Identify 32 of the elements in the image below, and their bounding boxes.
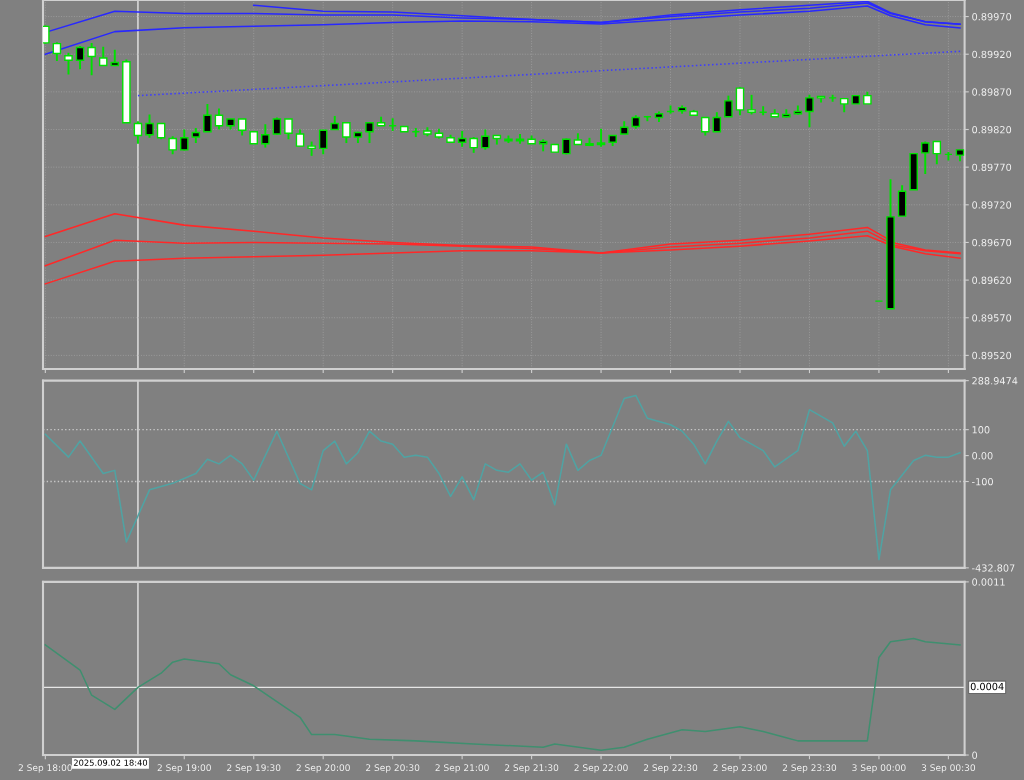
x-tick-label: 2 Sep 21:00 <box>435 764 489 773</box>
x-tick-label: 2 Sep 20:30 <box>366 764 420 773</box>
y-tick-label: 0.00 <box>972 452 993 460</box>
x-tick-label: 2 Sep 20:00 <box>296 764 350 773</box>
x-tick-label: 2 Sep 19:30 <box>227 764 281 773</box>
y-tick-label: 0.89670 <box>972 238 1012 247</box>
x-tick-label: 2 Sep 18:00 <box>18 764 72 773</box>
y-tick-label: 0.89620 <box>972 276 1012 284</box>
y-tick-label: 0.89720 <box>972 201 1012 209</box>
y-tick-label: 0.89520 <box>972 351 1012 360</box>
ref-line-label: 0.0004 <box>970 682 1004 691</box>
y-tick-label: 0.89920 <box>972 50 1012 59</box>
x-tick-label: 2 Sep 23:30 <box>782 764 837 773</box>
y-tick-label: -100 <box>972 478 993 486</box>
ref-line-label: 2025.09.02 18:40 <box>73 759 148 766</box>
y-tick-label: 0.89970 <box>972 13 1012 21</box>
y-tick-label: 0 <box>972 751 978 759</box>
x-tick-label: 2 Sep 19:00 <box>157 764 211 773</box>
y-tick-label: 0.0011 <box>972 578 1005 586</box>
y-tick-label: 0.89870 <box>972 88 1012 96</box>
y-tick-label: 0.89570 <box>972 314 1012 322</box>
y-tick-label: 0.89820 <box>972 125 1012 134</box>
x-tick-label: 2 Sep 22:30 <box>643 764 698 773</box>
y-tick-label: 288.9474 <box>972 377 1018 385</box>
y-tick-label: -432.807 <box>972 564 1015 572</box>
y-tick-label: 100 <box>972 426 990 434</box>
x-tick-label: 3 Sep 00:30 <box>921 764 976 773</box>
x-tick-label: 2 Sep 23:00 <box>713 764 767 773</box>
y-tick-label: 0.89770 <box>972 163 1012 171</box>
x-tick-label: 2 Sep 21:30 <box>505 764 559 773</box>
x-tick-label: 3 Sep 00:00 <box>852 764 906 773</box>
x-tick-label: 2 Sep 22:00 <box>574 764 628 773</box>
